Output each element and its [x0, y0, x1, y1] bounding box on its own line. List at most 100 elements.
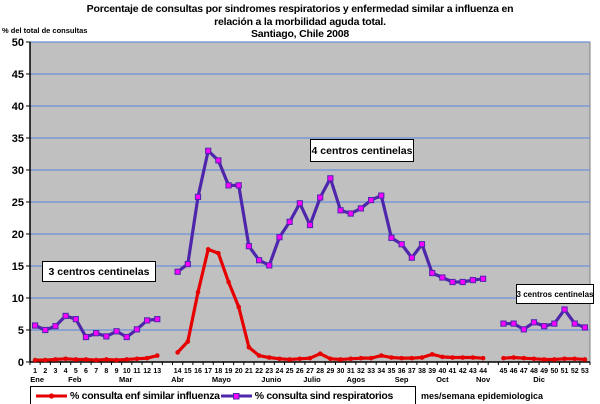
data-point-marker — [337, 207, 344, 214]
data-point-marker — [338, 357, 343, 362]
data-point-marker — [53, 357, 58, 362]
data-point-marker — [459, 278, 466, 286]
x-week-label: 30 — [337, 368, 345, 375]
y-tick-label: 35 — [12, 133, 24, 145]
x-week-label: 20 — [235, 368, 243, 375]
x-week-label: 18 — [214, 368, 222, 375]
x-week-label: 21 — [245, 368, 253, 375]
data-point-marker — [73, 357, 79, 362]
x-week-label: 43 — [469, 368, 477, 375]
x-week-label: 36 — [398, 368, 406, 375]
chart-title: Porcentaje de consultas por sindromes re… — [0, 3, 600, 41]
data-point-marker — [123, 333, 130, 341]
data-point-marker — [530, 319, 538, 326]
x-week-label: 2 — [43, 368, 47, 375]
data-point-marker — [500, 320, 507, 327]
x-week-label: 17 — [204, 368, 212, 375]
x-week-label: 10 — [123, 368, 131, 375]
data-point-marker — [399, 355, 404, 361]
x-week-label: 6 — [84, 368, 88, 375]
x-week-label: 27 — [306, 368, 314, 375]
x-week-label: 52 — [571, 368, 579, 375]
y-tick-label: 25 — [12, 197, 24, 209]
x-week-label: 32 — [357, 368, 365, 375]
legend-label-influenza: % consulta enf similar influenza — [70, 390, 220, 402]
x-month-label: Ene — [30, 375, 44, 384]
data-point-marker — [175, 350, 180, 355]
x-week-label: 46 — [510, 368, 518, 375]
x-month-label: Abr — [171, 375, 184, 384]
data-point-marker — [541, 357, 547, 362]
data-point-marker — [378, 353, 384, 358]
data-point-marker — [226, 279, 231, 285]
x-week-label: 1 — [33, 368, 37, 375]
data-point-marker — [562, 356, 567, 362]
x-week-label: 9 — [115, 368, 119, 375]
data-point-marker — [389, 355, 394, 360]
data-point-marker — [266, 262, 273, 269]
x-week-label: 4 — [64, 368, 68, 375]
x-week-label: 29 — [326, 368, 334, 375]
data-point-marker — [317, 194, 324, 201]
data-point-marker — [266, 355, 272, 360]
data-point-marker — [63, 356, 68, 362]
data-point-marker — [205, 247, 211, 252]
data-point-marker — [195, 289, 201, 295]
x-week-label: 25 — [286, 368, 294, 375]
data-point-marker — [367, 196, 375, 204]
x-week-label: 19 — [225, 368, 233, 375]
data-point-marker — [418, 241, 426, 248]
x-week-label: 8 — [104, 368, 108, 375]
data-point-marker — [408, 254, 415, 261]
x-week-label: 7 — [94, 368, 98, 375]
data-point-marker — [378, 192, 385, 199]
x-week-label: 41 — [449, 368, 457, 375]
data-point-marker — [460, 355, 466, 360]
data-point-marker — [194, 193, 202, 200]
data-point-marker — [83, 357, 89, 362]
data-point-marker — [276, 234, 283, 241]
x-week-label: 35 — [388, 368, 396, 375]
x-axis-caption: mes/semana epidemiologica — [421, 391, 544, 401]
x-week-label: 15 — [184, 368, 192, 375]
data-point-marker — [93, 330, 100, 337]
data-point-marker — [470, 355, 476, 360]
data-point-marker — [511, 355, 516, 360]
data-point-marker — [236, 304, 242, 310]
x-month-label: Dic — [533, 375, 545, 384]
x-week-label: 51 — [561, 368, 569, 375]
x-week-label: 40 — [438, 368, 446, 375]
data-point-marker — [480, 355, 486, 361]
data-point-marker — [439, 274, 446, 281]
data-point-marker — [245, 243, 253, 250]
x-week-label: 49 — [540, 368, 548, 375]
y-tick-label: 15 — [12, 261, 24, 273]
data-point-marker — [124, 357, 130, 362]
data-point-marker — [368, 355, 374, 361]
data-point-marker — [521, 355, 527, 361]
data-point-marker — [551, 320, 558, 327]
data-point-marker — [256, 353, 262, 358]
x-week-label: 16 — [194, 368, 202, 375]
series-influenza — [32, 247, 588, 363]
data-point-marker — [479, 275, 487, 282]
data-point-marker — [154, 316, 161, 323]
data-point-marker — [205, 147, 212, 154]
x-week-label: 50 — [550, 368, 558, 375]
x-week-label: 3 — [54, 368, 58, 375]
data-point-marker — [113, 328, 120, 335]
data-point-marker — [246, 344, 252, 350]
x-week-label: 31 — [347, 368, 355, 375]
y-tick-label: 50 — [12, 37, 24, 49]
data-point-marker — [409, 355, 415, 361]
data-point-marker — [581, 324, 589, 331]
data-point-marker — [103, 333, 110, 340]
data-point-marker — [184, 260, 191, 268]
x-week-label: 48 — [530, 368, 538, 375]
data-point-marker — [255, 257, 263, 264]
data-point-marker — [277, 356, 282, 362]
x-week-label: 28 — [316, 368, 324, 375]
x-week-label: 33 — [367, 368, 375, 375]
